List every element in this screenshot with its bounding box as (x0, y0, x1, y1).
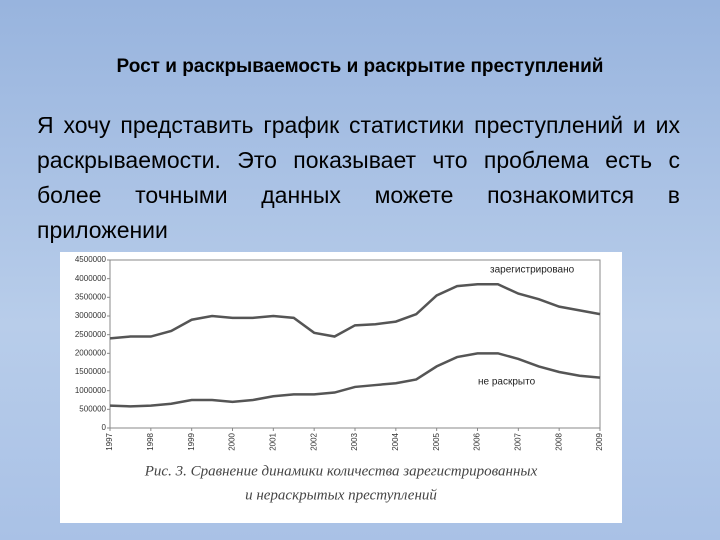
y-tick-label: 4000000 (75, 274, 107, 283)
y-tick-label: 500000 (79, 404, 106, 413)
x-tick-label: 2002 (309, 432, 318, 450)
series-label: зарегистрировано (490, 265, 575, 276)
plot-frame (109, 259, 601, 429)
y-tick-label: 1000000 (75, 386, 107, 395)
x-tick-label: 2000 (228, 432, 237, 450)
y-tick-label: 3500000 (75, 292, 107, 301)
caption: Рис. 3. Сравнение динамики количества за… (144, 463, 538, 479)
y-tick-label: 2000000 (75, 348, 107, 357)
series-line (109, 283, 601, 340)
x-tick-label: 1997 (105, 432, 114, 450)
x-tick-label: 1998 (146, 432, 155, 450)
y-tick-label: 4500000 (75, 255, 107, 264)
caption: и нераскрытых преступлений (245, 487, 437, 503)
series-line (109, 352, 601, 408)
x-tick-label: 2006 (473, 432, 482, 450)
x-tick-label: 2004 (391, 432, 400, 450)
x-tick-label: 2007 (513, 432, 522, 450)
chart: 0 500000 1000000 1500000 2000000 2500000 30000… (60, 252, 622, 523)
x-tick-label: 2003 (350, 432, 359, 450)
x-tick-label: 2008 (554, 432, 563, 450)
x-tick-label: 2005 (432, 432, 441, 450)
x-tick-label: 1999 (187, 432, 196, 450)
series-label: не раскрыто (478, 377, 536, 388)
slide-title: Рост и раскрываемость и раскрытие престу… (116, 56, 604, 77)
x-tick-label: 2001 (268, 432, 277, 450)
y-tick-label: 1500000 (75, 367, 107, 376)
y-tick-label: 2500000 (75, 330, 107, 339)
y-tick-label: 0 (102, 423, 107, 432)
x-tick-label: 2009 (595, 432, 604, 450)
slide-text: Я хочу представить график статистики пре… (37, 112, 680, 243)
y-tick-label: 3000000 (75, 311, 107, 320)
